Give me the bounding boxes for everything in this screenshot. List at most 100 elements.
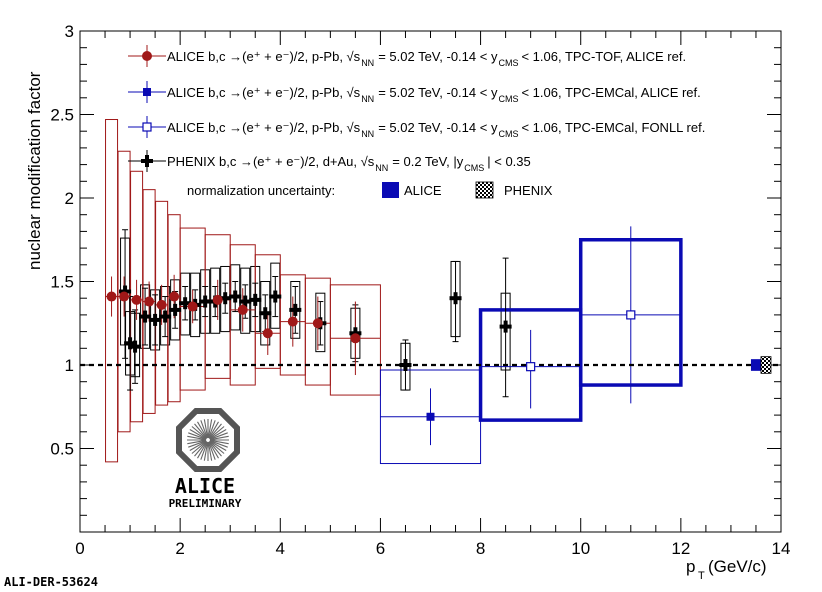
phenix-point-v bbox=[273, 290, 278, 303]
alice-logo-ray bbox=[197, 441, 208, 459]
alice-logo-ray bbox=[187, 435, 207, 441]
alice-logo-ray bbox=[208, 441, 222, 457]
alice-logo-octagon bbox=[176, 408, 240, 472]
svg-text:(GeV/c): (GeV/c) bbox=[708, 557, 767, 576]
legend-text-sub: NN bbox=[361, 58, 374, 68]
alice-logo-ray bbox=[208, 421, 219, 439]
phenix-point bbox=[159, 310, 172, 323]
phenix-point bbox=[399, 359, 412, 371]
phenix-point bbox=[249, 293, 262, 306]
phenix-point-v bbox=[293, 303, 298, 316]
tpctof-sys-box bbox=[105, 119, 119, 463]
legend-text-sub: CMS bbox=[498, 129, 518, 139]
legend-text-main: < 1.06, TPC-EMCal, FONLL ref. bbox=[521, 120, 705, 135]
legend-entry-phenix: PHENIX b,c →(e⁺ + e⁻)/2, d+Au, √s NN = 0.2… bbox=[128, 150, 531, 173]
legend-text-sub: NN bbox=[361, 129, 374, 139]
legend-marker bbox=[142, 51, 152, 61]
tpctof-point bbox=[144, 296, 155, 307]
normalization-legend: normalization uncertainty: ALICE PHENIX bbox=[187, 181, 553, 199]
phenix-point-v bbox=[353, 327, 358, 340]
x-tick-label: 0 bbox=[75, 539, 84, 558]
alice-logo-ray bbox=[189, 440, 207, 451]
legend-entry-alice_emcal: ALICE b,c →(e⁺ + e⁻)/2, p-Pb, √s NN = 5.02… bbox=[128, 81, 701, 104]
tpctof-point bbox=[287, 316, 298, 327]
alice-logo-ray bbox=[200, 441, 208, 460]
phenix-point-v bbox=[173, 303, 178, 316]
alice-logo-rays bbox=[187, 419, 229, 461]
alice-logo-ray bbox=[191, 440, 207, 454]
phenix-point-v bbox=[183, 297, 188, 310]
phenix-point bbox=[119, 285, 132, 298]
phenix-point bbox=[219, 292, 232, 305]
alice-logo-ray bbox=[209, 439, 229, 445]
tpctof-point bbox=[212, 294, 223, 305]
tpctof-point bbox=[156, 299, 167, 310]
y-tick-label: 2 bbox=[65, 189, 74, 208]
alice-logo-ray bbox=[209, 440, 225, 454]
legend-text-sub: CMS bbox=[464, 163, 484, 173]
alice-logo: ALICE PRELIMINARY bbox=[169, 408, 242, 510]
legend-text-sub: CMS bbox=[498, 94, 518, 104]
legend-marker bbox=[142, 122, 152, 132]
phenix-point-v bbox=[233, 290, 238, 303]
y-tick-label: 1 bbox=[65, 356, 74, 375]
legend-text-sub: NN bbox=[375, 163, 388, 173]
alice-logo-ray bbox=[200, 420, 208, 439]
legend-text-sub: NN bbox=[361, 94, 374, 104]
x-tick-label: 14 bbox=[772, 539, 791, 558]
alice-norm-swatch bbox=[382, 182, 399, 198]
alice-logo-ray bbox=[189, 429, 207, 440]
data-markers bbox=[106, 285, 636, 421]
legend-entry-alice_emcal_fonll: ALICE b,c →(e⁺ + e⁻)/2, p-Pb, √s NN = 5.02… bbox=[128, 116, 705, 139]
phenix-point bbox=[139, 310, 152, 323]
phenix-point-v bbox=[123, 285, 128, 298]
phenix-point-v bbox=[133, 340, 138, 353]
legend-text-main: = 5.02 TeV, -0.14 < y bbox=[378, 85, 498, 100]
alice-logo-sub: PRELIMINARY bbox=[169, 497, 242, 510]
tpctof-point bbox=[169, 291, 180, 302]
phenix-point-v bbox=[203, 295, 208, 308]
alice-logo-ray bbox=[209, 429, 227, 440]
alice-logo-ray bbox=[191, 426, 207, 440]
tpctof-point bbox=[262, 328, 273, 339]
legend-text-main: < 1.06, TPC-TOF, ALICE ref. bbox=[521, 49, 686, 64]
alice-logo-ray bbox=[203, 441, 209, 461]
x-tick-label: 6 bbox=[376, 539, 385, 558]
legend-text-main: = 5.02 TeV, -0.14 < y bbox=[378, 49, 498, 64]
alice-norm-label: ALICE bbox=[404, 183, 442, 198]
alice-logo-ray bbox=[208, 423, 222, 439]
legend: ALICE b,c →(e⁺ + e⁻)/2, p-Pb, √s NN = 5.02… bbox=[128, 45, 705, 173]
tpctof-point bbox=[312, 318, 323, 329]
tpctof-sys-box bbox=[329, 284, 381, 396]
alice-logo-ray bbox=[194, 423, 208, 439]
alice-logo-ray bbox=[188, 440, 207, 448]
y-axis-title: nuclear modification factor bbox=[25, 71, 44, 270]
x-tick-label: 4 bbox=[276, 539, 285, 558]
phenix-point bbox=[124, 337, 137, 350]
legend-marker bbox=[141, 155, 153, 167]
phenix-point-v bbox=[223, 292, 228, 305]
alice-logo-ray bbox=[188, 432, 207, 440]
phenix-point-v bbox=[403, 359, 408, 371]
svg-text:p: p bbox=[686, 557, 695, 576]
legend-entry-alice_tpctof: ALICE b,c →(e⁺ + e⁻)/2, p-Pb, √s NN = 5.02… bbox=[128, 45, 686, 68]
phenix-point-v bbox=[243, 295, 248, 308]
tpctof-point bbox=[237, 304, 248, 315]
alice-logo-ray bbox=[197, 421, 208, 439]
legend-text-main: PHENIX b,c →(e⁺ + e⁻)/2, d+Au, √s bbox=[167, 154, 375, 169]
legend-text-main: ALICE b,c →(e⁺ + e⁻)/2, p-Pb, √s bbox=[167, 120, 361, 135]
phenix-point bbox=[259, 307, 272, 320]
tpctof-point bbox=[119, 291, 130, 302]
tpctof-point bbox=[187, 301, 198, 312]
phenix-point-v bbox=[503, 320, 508, 333]
phenix-point bbox=[169, 303, 182, 316]
legend-text-main: ALICE b,c →(e⁺ + e⁻)/2, p-Pb, √s bbox=[167, 49, 361, 64]
alice-logo-ray bbox=[209, 432, 228, 440]
legend-text-main: | < 0.35 bbox=[487, 154, 531, 169]
emcal-point bbox=[426, 412, 435, 421]
phenix-point-v bbox=[253, 293, 258, 306]
alice-logo-ray bbox=[209, 440, 227, 451]
phenix-point-v bbox=[263, 307, 268, 320]
legend-text-main: < 1.06, TPC-EMCal, ALICE ref. bbox=[521, 85, 700, 100]
phenix-point-v bbox=[163, 310, 168, 323]
